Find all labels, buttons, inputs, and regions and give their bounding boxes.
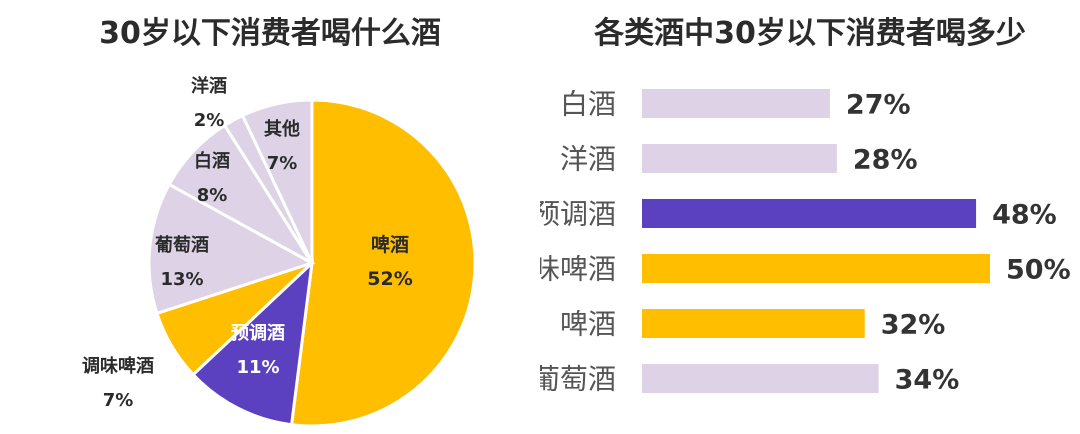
pie-category-label: 啤酒 xyxy=(371,233,409,256)
bar-chart-title: 各类酒中30岁以下消费者喝多少 xyxy=(594,16,1026,51)
pie-slice-1 xyxy=(191,259,315,427)
pie-category-label: 预调酒 xyxy=(231,322,285,344)
pie-slice-0 xyxy=(289,98,477,428)
bar-value-label: 34% xyxy=(895,365,960,396)
bar-1 xyxy=(642,144,837,173)
pie-value-label: 13% xyxy=(160,269,203,290)
bar-value-label: 50% xyxy=(1006,255,1071,286)
bar-0 xyxy=(642,89,830,118)
bar-chart-panel: 各类酒中30岁以下消费者喝多少 白酒 27% 洋酒 28% 预调酒 48% 调味啤酒 50% 啤… xyxy=(540,0,1080,434)
bar-value-label: 27% xyxy=(846,90,911,121)
pie-category-label: 其他 xyxy=(264,118,300,140)
pie-chart-title: 30岁以下消费者喝什么酒 xyxy=(99,16,441,51)
pie-value-label: 2% xyxy=(194,110,225,131)
bar-chart: 白酒 27% 洋酒 28% 预调酒 48% 调味啤酒 50% 啤酒 32% 葡萄酒 34% xyxy=(540,88,1071,396)
bar-category-label: 啤酒 xyxy=(560,308,616,341)
pie-value-label: 11% xyxy=(236,357,279,378)
bar-4 xyxy=(642,309,865,338)
bar-5 xyxy=(642,364,879,393)
bar-category-label: 葡萄酒 xyxy=(540,363,616,396)
pie-chart-panel: 30岁以下消费者喝什么酒 啤酒 52% 预调酒 11% 调味啤酒 7% 葡萄酒 13% 白酒 8%… xyxy=(82,16,477,428)
bar-category-label: 预调酒 xyxy=(540,198,616,231)
pie-slice-3 xyxy=(147,182,316,316)
pie-category-label: 调味啤酒 xyxy=(82,355,154,377)
bar-value-label: 28% xyxy=(853,145,918,176)
pie-value-label: 7% xyxy=(103,390,134,411)
pie-value-label: 7% xyxy=(267,153,298,174)
bar-category-label: 白酒 xyxy=(560,88,616,121)
pie-slice-6 xyxy=(240,98,314,264)
pie-chart: 啤酒 52% 预调酒 11% 调味啤酒 7% 葡萄酒 13% 白酒 8% 洋酒 2% 其他 7% xyxy=(82,75,477,428)
bar-3 xyxy=(642,254,990,283)
pie-category-label: 白酒 xyxy=(194,150,230,172)
bar-value-label: 32% xyxy=(881,310,946,341)
pie-value-label: 8% xyxy=(197,185,228,206)
bar-value-label: 48% xyxy=(992,200,1057,231)
pie-value-label: 52% xyxy=(367,268,412,290)
bar-category-label: 调味啤酒 xyxy=(540,253,616,286)
pie-category-label: 葡萄酒 xyxy=(154,234,209,256)
bar-2 xyxy=(642,199,977,228)
bar-category-label: 洋酒 xyxy=(560,143,616,176)
pie-category-label: 洋酒 xyxy=(191,75,227,97)
